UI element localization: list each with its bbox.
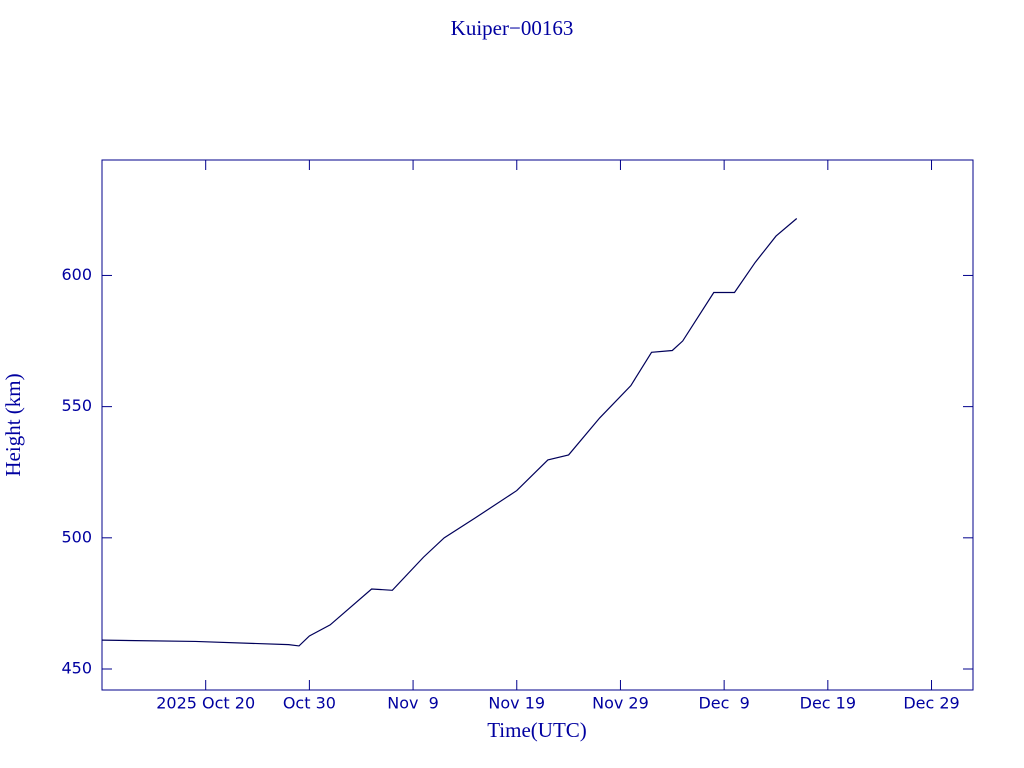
x-tick-label: Dec 9 bbox=[698, 694, 749, 713]
y-tick-label: 450 bbox=[61, 659, 92, 678]
x-tick-label: Nov 19 bbox=[488, 694, 545, 713]
x-tick-label: Nov 29 bbox=[592, 694, 649, 713]
y-tick-label: 600 bbox=[61, 265, 92, 284]
y-axis-label: Height (km) bbox=[1, 373, 25, 476]
x-tick-label: Oct 30 bbox=[283, 694, 336, 713]
plot-frame bbox=[101, 159, 974, 691]
data-line bbox=[101, 218, 798, 647]
x-tick-label: Dec 19 bbox=[800, 694, 856, 713]
x-tick-label: Dec 29 bbox=[903, 694, 959, 713]
x-axis-label: Time(UTC) bbox=[487, 718, 587, 742]
x-tick-label: Nov 9 bbox=[387, 694, 439, 713]
y-tick-label: 550 bbox=[61, 396, 92, 415]
x-tick-label: 2025 Oct 20 bbox=[156, 694, 255, 713]
y-tick-label: 500 bbox=[61, 527, 92, 546]
chart-title: Kuiper−00163 bbox=[451, 16, 574, 40]
